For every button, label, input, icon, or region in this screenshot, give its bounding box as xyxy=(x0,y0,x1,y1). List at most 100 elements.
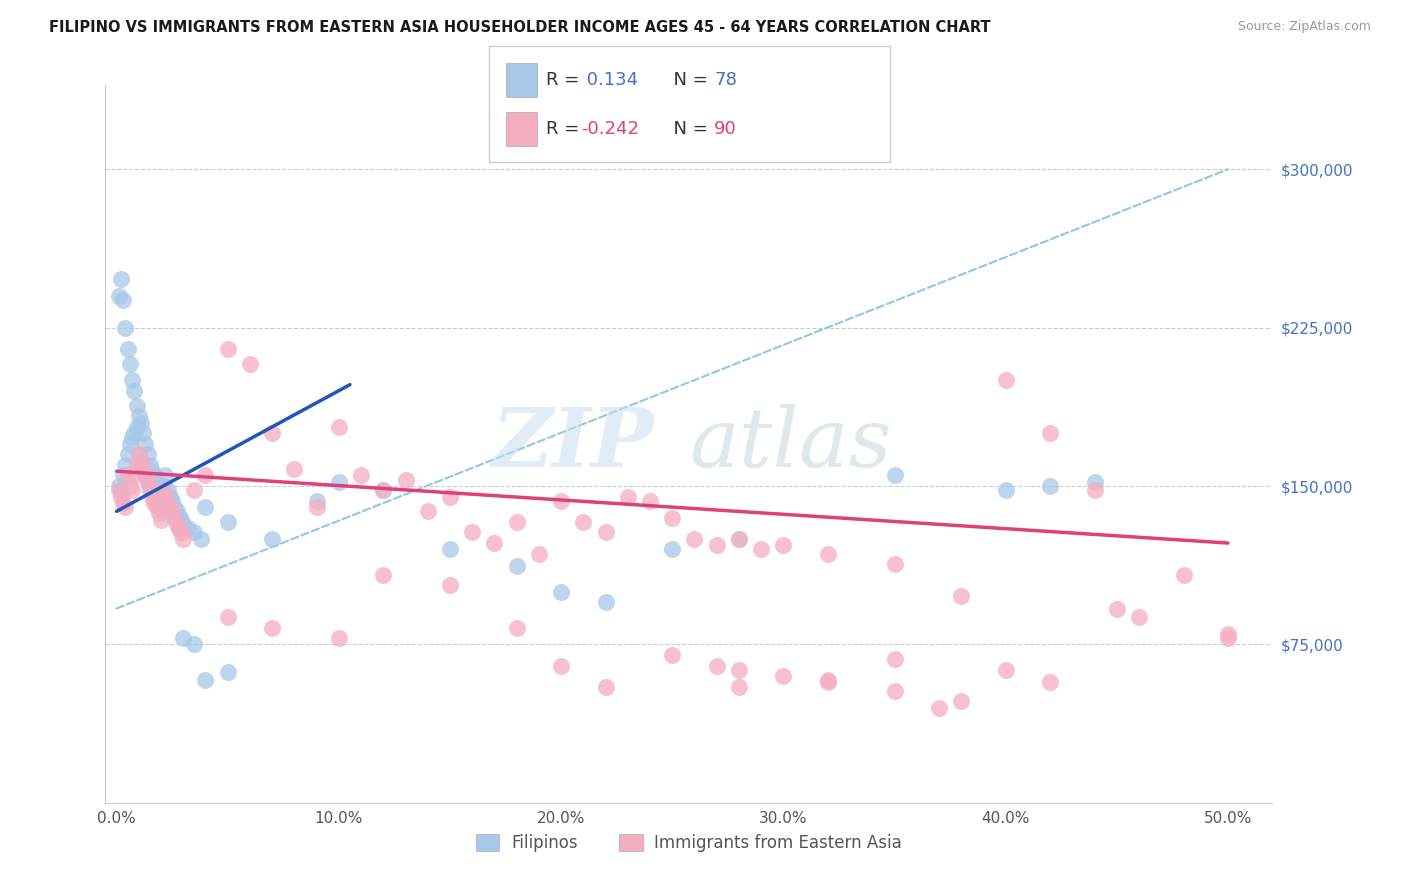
Point xyxy=(572,515,595,529)
Text: FILIPINO VS IMMIGRANTS FROM EASTERN ASIA HOUSEHOLDER INCOME AGES 45 - 64 YEARS C: FILIPINO VS IMMIGRANTS FROM EASTERN ASIA… xyxy=(49,20,991,35)
Text: 0.134: 0.134 xyxy=(581,71,638,89)
Point xyxy=(461,525,484,540)
Point xyxy=(132,462,155,476)
Point xyxy=(505,559,527,574)
Point xyxy=(141,464,163,478)
Text: ZIP: ZIP xyxy=(491,404,654,483)
Point xyxy=(110,490,132,504)
Point xyxy=(728,663,751,677)
Point xyxy=(163,510,186,524)
Point xyxy=(183,483,205,498)
Point xyxy=(505,515,527,529)
Point xyxy=(661,542,683,557)
Point xyxy=(141,490,163,504)
Point xyxy=(152,479,174,493)
Point xyxy=(817,673,839,688)
Point xyxy=(706,538,728,552)
Point xyxy=(217,342,239,356)
Point xyxy=(661,510,683,524)
Point xyxy=(148,483,170,498)
Point xyxy=(305,500,328,515)
Point xyxy=(928,700,950,714)
Point xyxy=(1105,601,1128,615)
Point xyxy=(134,468,156,483)
Point xyxy=(373,483,395,498)
Point xyxy=(107,479,129,493)
Point xyxy=(145,475,167,489)
Point xyxy=(262,532,284,546)
Point xyxy=(883,684,905,698)
Point xyxy=(132,462,155,476)
Point xyxy=(117,468,139,483)
Point xyxy=(117,342,139,356)
Point xyxy=(328,475,350,489)
Point xyxy=(148,500,170,515)
Text: 78: 78 xyxy=(714,71,737,89)
Point xyxy=(139,479,162,493)
Point xyxy=(114,320,136,334)
Point xyxy=(125,458,148,472)
Point xyxy=(136,475,159,489)
Point xyxy=(118,357,141,371)
Point xyxy=(139,458,162,472)
Point xyxy=(328,420,350,434)
Point xyxy=(1216,627,1239,641)
Point xyxy=(167,521,190,535)
Point xyxy=(1039,479,1062,493)
Point xyxy=(160,504,183,518)
Text: -0.242: -0.242 xyxy=(581,120,638,138)
Point xyxy=(772,538,794,552)
Point xyxy=(194,500,217,515)
Point xyxy=(350,468,373,483)
Point xyxy=(484,536,506,550)
Point xyxy=(112,496,135,510)
Point xyxy=(617,490,640,504)
Point xyxy=(883,557,905,571)
Point xyxy=(1128,610,1150,624)
Text: N =: N = xyxy=(662,120,714,138)
Point xyxy=(170,525,193,540)
Point xyxy=(239,357,262,371)
Point xyxy=(112,293,135,307)
Point xyxy=(595,595,617,609)
Point xyxy=(817,547,839,561)
Point xyxy=(145,493,167,508)
Point xyxy=(883,652,905,666)
Point xyxy=(1084,475,1107,489)
Point xyxy=(167,508,190,523)
Point xyxy=(121,483,143,498)
Point xyxy=(817,675,839,690)
Point xyxy=(505,620,527,634)
Point xyxy=(373,567,395,582)
Point xyxy=(112,468,135,483)
Point xyxy=(217,665,239,679)
Point xyxy=(1039,675,1062,690)
Point xyxy=(163,500,186,515)
Text: Source: ZipAtlas.com: Source: ZipAtlas.com xyxy=(1237,20,1371,33)
Point xyxy=(124,468,146,483)
Point xyxy=(134,436,156,450)
Point xyxy=(217,515,239,529)
Text: R =: R = xyxy=(546,71,585,89)
Point xyxy=(439,578,461,592)
Point xyxy=(128,447,150,461)
Point xyxy=(172,532,194,546)
Point xyxy=(749,542,772,557)
Point xyxy=(262,426,284,441)
Point xyxy=(373,483,395,498)
Point xyxy=(155,500,177,515)
Point xyxy=(994,483,1017,498)
Point xyxy=(728,532,751,546)
Point xyxy=(156,496,179,510)
Point xyxy=(107,289,129,303)
Point xyxy=(156,483,179,498)
Text: atlas: atlas xyxy=(689,404,891,483)
Point xyxy=(595,525,617,540)
Point xyxy=(772,669,794,683)
Point xyxy=(155,490,177,504)
Point xyxy=(143,468,166,483)
Text: R =: R = xyxy=(546,120,585,138)
Point xyxy=(134,468,156,483)
Point xyxy=(305,493,328,508)
Point xyxy=(1039,426,1062,441)
